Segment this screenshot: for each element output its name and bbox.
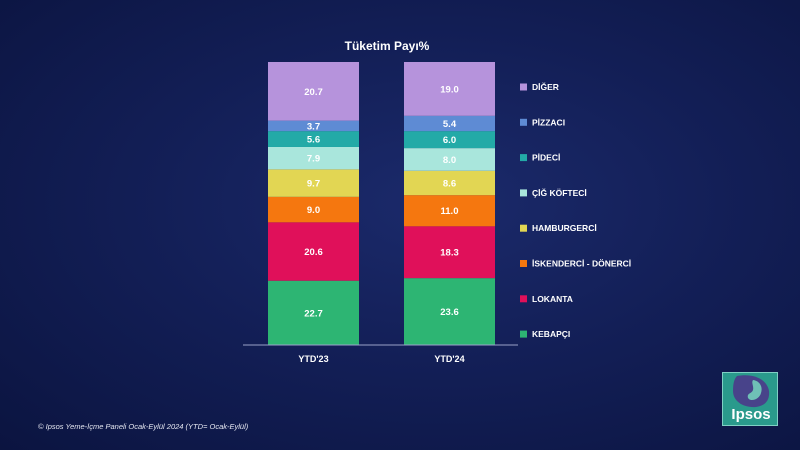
data-label-lokanta-2: 18.3	[440, 248, 459, 259]
data-label-pizzaci-2: 5.4	[443, 119, 457, 130]
bar-segment-lokanta-1	[268, 222, 359, 281]
bar-segment-pizzaci-2	[404, 115, 495, 132]
data-label-lokanta-1: 20.6	[304, 247, 323, 258]
x-tick-label-1: YTD'23	[298, 354, 328, 364]
bar-segment-lokanta-2	[404, 226, 495, 279]
logo-text: Ipsos	[731, 406, 770, 423]
x-tick-label-2: YTD'24	[434, 354, 464, 364]
data-label-diger-2: 19.0	[440, 84, 459, 95]
bar-segment-hamburgerci-2	[404, 170, 495, 196]
footnote: © Ipsos Yeme-İçme Paneli Ocak-Eylül 2024…	[38, 422, 249, 431]
legend-swatch-hamburgerci	[520, 224, 527, 232]
bar-segment-iskenderci-donerci-1	[268, 196, 359, 223]
data-label-diger-1: 20.7	[304, 87, 323, 98]
bar-segment-kebapci-1	[268, 280, 359, 345]
legend-swatch-cig-kofteci	[520, 189, 527, 197]
legend-label-pizzaci: PİZZACI	[532, 117, 565, 127]
data-label-pizzaci-1: 3.7	[307, 121, 320, 132]
bar-segment-diger-2	[404, 62, 495, 116]
legend-label-lokanta: LOKANTA	[532, 294, 573, 304]
x-axis-ticks: YTD'23 YTD'24	[298, 354, 464, 364]
bar-segment-pideci-1	[268, 131, 359, 147]
data-label-pideci-2: 6.0	[443, 135, 456, 146]
bars-layer: 22.7 20.6 9.0 9.7 7.9 5.6 3.7 20.7 23.6 18.3 11.0 8…	[268, 62, 495, 345]
legend-label-hamburgerci: HAMBURGERCİ	[532, 223, 597, 233]
legend-label-pideci: PİDECİ	[532, 153, 560, 163]
legend-label-iskenderci-donerci: İSKENDERCİ - DÖNERCİ	[532, 259, 631, 269]
bar-segment-cig-kofteci-2	[404, 148, 495, 171]
data-label-hamburgerci-1: 9.7	[307, 179, 320, 190]
bar-segment-kebapci-2	[404, 278, 495, 345]
data-label-kebapci-1: 22.7	[304, 308, 323, 319]
data-label-kebapci-2: 23.6	[440, 307, 459, 318]
data-label-cig-kofteci-2: 8.0	[443, 155, 456, 166]
bar-segment-hamburgerci-1	[268, 169, 359, 197]
bar-segment-cig-kofteci-1	[268, 146, 359, 170]
legend-label-kebapci: KEBAPÇI	[532, 329, 570, 339]
legend-label-cig-kofteci: ÇİĞ KÖFTECİ	[532, 187, 587, 198]
legend-swatch-pideci	[520, 154, 527, 162]
legend-swatch-pizzaci	[520, 118, 527, 126]
legend-swatch-lokanta	[520, 295, 527, 303]
bar-segment-iskenderci-donerci-2	[404, 195, 495, 227]
legend-swatch-iskenderci-donerci	[520, 260, 527, 267]
bar-segment-diger-1	[268, 62, 359, 121]
data-label-iskenderci-donerci-1: 9.0	[307, 205, 320, 216]
legend-swatch-kebapci	[520, 330, 527, 338]
ipsos-logo: Ipsos	[722, 372, 778, 426]
bar-segment-pideci-2	[404, 131, 495, 149]
data-label-iskenderci-donerci-2: 11.0	[441, 206, 459, 217]
bar-segment-pizzaci-1	[268, 120, 359, 132]
legend: DİĞER PİZZACI PİDECİ ÇİĞ KÖFTECİ HAMBURGERCİ…	[520, 81, 631, 339]
legend-label-diger: DİĞER	[532, 81, 559, 92]
data-label-hamburgerci-2: 8.6	[443, 178, 456, 189]
legend-swatch-diger	[520, 83, 527, 91]
data-label-pideci-1: 5.6	[307, 135, 320, 146]
chart-title: Tüketim Payı%	[345, 39, 430, 53]
data-label-cig-kofteci-1: 7.9	[307, 154, 320, 165]
